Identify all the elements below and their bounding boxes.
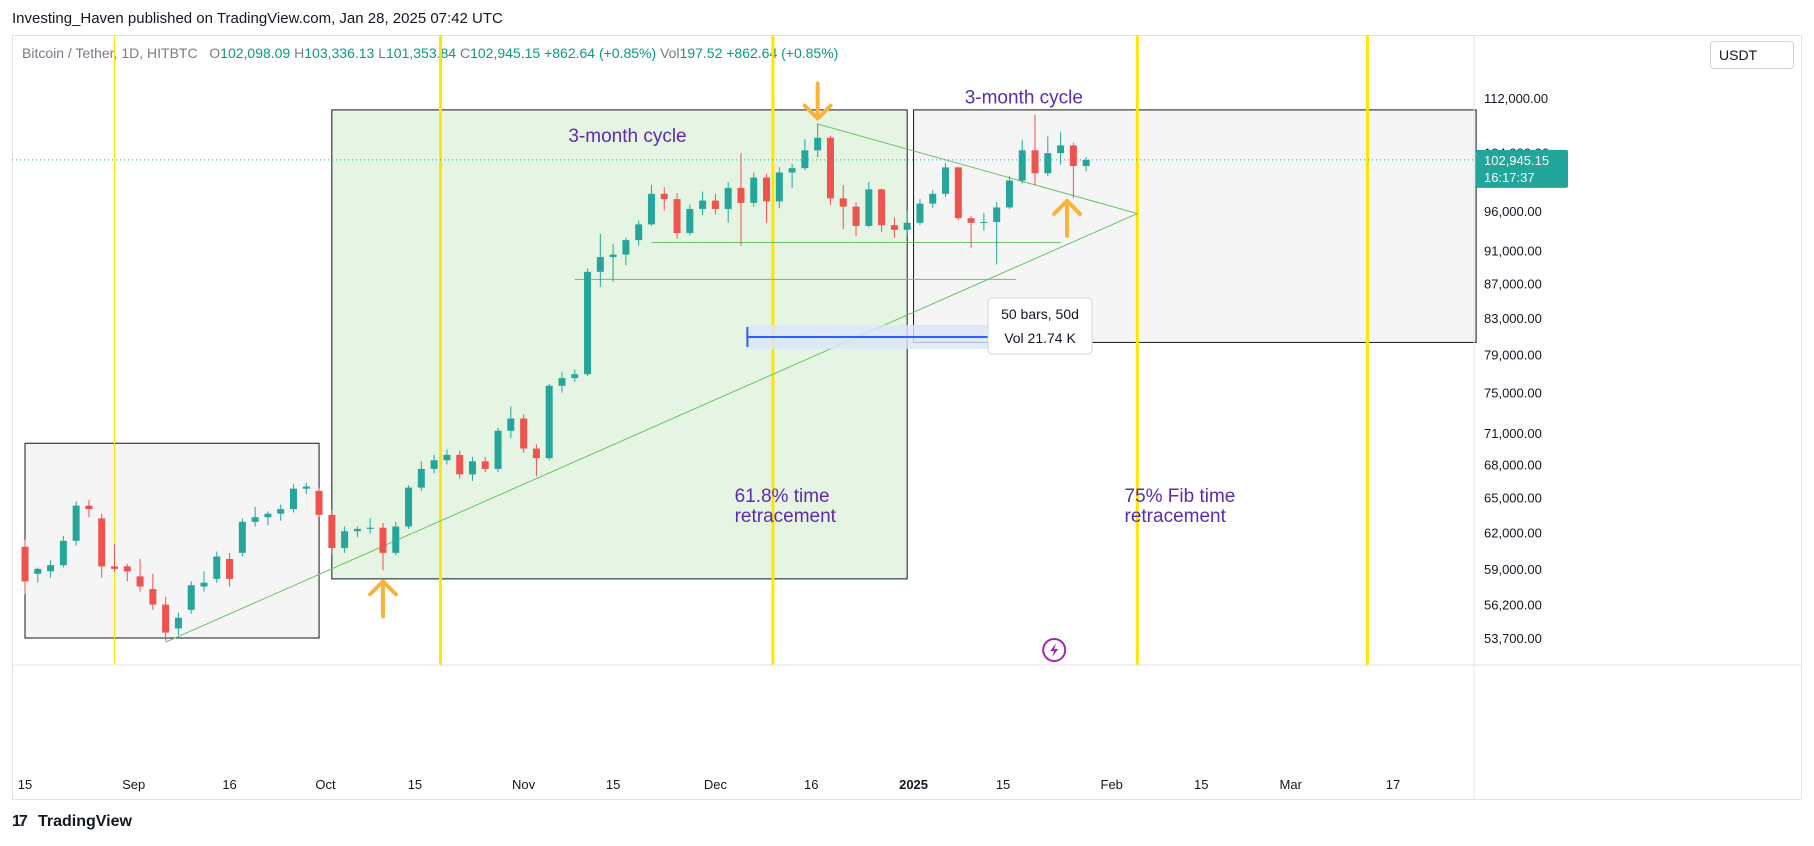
low-value: 101,353.84 [386,45,457,61]
close-label: C [459,45,471,61]
tradingview-logo-icon: 17 [12,813,28,830]
high-value: 103,336.13 [304,45,375,61]
currency-selector[interactable]: USDT [1710,41,1794,69]
low-label: L [378,45,387,61]
close-value: 102,945.15 [470,45,541,61]
symbol-title: Bitcoin / Tether, 1D, HITBTC [22,45,198,61]
open-label: O [209,45,221,61]
vol-change-value: +862.64 (+0.85%) [726,45,839,61]
chart-frame[interactable] [12,35,1802,800]
footer-brand: TradingView [38,813,132,830]
high-label: H [294,45,305,61]
change-value: +862.64 (+0.85%) [544,45,657,61]
open-value: 102,098.09 [220,45,291,61]
published-info: Investing_Haven published on TradingView… [12,10,503,27]
vol-label: Vol [660,45,680,61]
chart-legend: Bitcoin / Tether, 1D, HITBTC O102,098.09… [22,45,838,61]
vol-value: 197.52 [679,45,723,61]
tradingview-logo[interactable]: 17 TradingView [12,813,132,831]
